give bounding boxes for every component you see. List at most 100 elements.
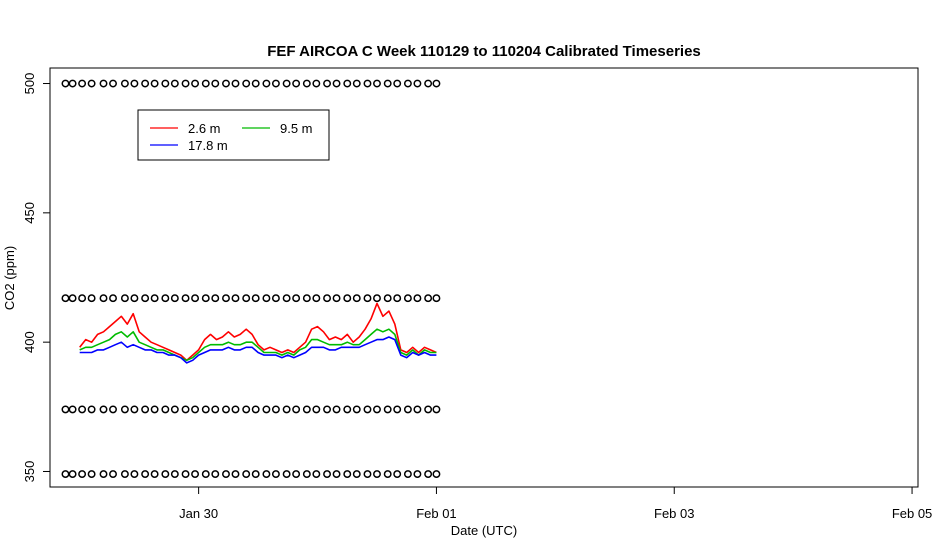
series-line [79, 302, 437, 362]
marker-point [78, 470, 87, 479]
marker-point [251, 79, 260, 88]
marker-point [120, 79, 129, 88]
y-tick-label: 400 [22, 331, 37, 353]
legend: 2.6 m 17.8 m 9.5 m [137, 109, 330, 161]
marker-point [191, 79, 200, 88]
legend-label: 17.8 m [188, 138, 228, 153]
marker-point [373, 470, 381, 479]
marker-point [271, 470, 280, 479]
marker-point [109, 470, 117, 479]
x-tick-label: Jan 30 [179, 506, 218, 521]
marker-point [141, 294, 150, 303]
marker-point [242, 470, 251, 479]
marker-point [424, 79, 433, 88]
marker-point [432, 405, 441, 414]
marker-point [282, 405, 291, 414]
series-line [79, 336, 437, 364]
legend-label: 9.5 m [280, 121, 313, 136]
marker-point [109, 79, 117, 88]
marker-point [312, 405, 321, 414]
y-tick-label: 450 [22, 202, 37, 224]
marker-point [99, 294, 108, 303]
marker-point [61, 294, 70, 303]
marker-point [343, 294, 352, 303]
marker-point [141, 470, 150, 479]
marker-point [312, 470, 321, 479]
marker-point [424, 470, 433, 479]
marker-point [242, 294, 251, 303]
marker-point [61, 470, 70, 479]
marker-point [191, 405, 200, 414]
x-tick-label: Feb 05 [892, 506, 932, 521]
marker-point [262, 79, 271, 88]
marker-point [141, 405, 150, 414]
marker-point [161, 470, 170, 479]
marker-point [61, 79, 70, 88]
marker-point [68, 294, 77, 303]
series-layer [79, 302, 437, 364]
marker-point [302, 79, 311, 88]
marker-point [393, 470, 402, 479]
marker-point [78, 79, 87, 88]
marker-point [413, 470, 422, 479]
marker-point [211, 405, 220, 414]
marker-point [363, 405, 372, 414]
chart-title: FEF AIRCOA C Week 110129 to 110204 Calib… [267, 43, 701, 60]
marker-point [68, 470, 77, 479]
marker-point [383, 470, 392, 479]
marker-point [292, 405, 301, 414]
marker-point [191, 294, 200, 303]
marker-point [292, 294, 301, 303]
marker-point [282, 294, 291, 303]
marker-point [222, 79, 230, 88]
marker-point [68, 405, 77, 414]
marker-point [393, 405, 402, 414]
marker-point [130, 79, 139, 88]
marker-point [170, 79, 179, 88]
marker-point [343, 79, 352, 88]
marker-point [413, 294, 422, 303]
marker-point [87, 294, 96, 303]
marker-point [130, 470, 139, 479]
marker-point [312, 294, 321, 303]
marker-point [68, 79, 77, 88]
x-axis-label: Date (UTC) [451, 523, 517, 538]
legend-box [137, 109, 330, 161]
marker-point [181, 79, 190, 88]
marker-point [352, 470, 361, 479]
marker-point [262, 470, 271, 479]
marker-point [150, 79, 159, 88]
marker-point [109, 405, 117, 414]
marker-point [323, 294, 331, 303]
marker-point [201, 294, 210, 303]
marker-point [130, 294, 139, 303]
marker-point [332, 405, 341, 414]
marker-point [231, 405, 240, 414]
marker-point [211, 79, 220, 88]
marker-point [87, 79, 96, 88]
series-line [79, 328, 437, 362]
marker-point [262, 405, 271, 414]
marker-point [393, 294, 402, 303]
marker-point [120, 470, 129, 479]
marker-point [332, 294, 341, 303]
marker-point [251, 405, 260, 414]
marker-point [170, 470, 179, 479]
marker-point [78, 294, 87, 303]
marker-point [302, 294, 311, 303]
marker-point [292, 470, 301, 479]
marker-point [87, 470, 96, 479]
marker-point [181, 470, 190, 479]
marker-point [292, 79, 301, 88]
marker-point [251, 294, 260, 303]
marker-point [141, 79, 150, 88]
marker-point [161, 79, 170, 88]
marker-point [282, 470, 291, 479]
marker-point [352, 79, 361, 88]
y-tick-label: 500 [22, 73, 37, 95]
marker-point [271, 294, 280, 303]
marker-point [403, 294, 412, 303]
marker-point [222, 294, 230, 303]
marker-point [99, 405, 108, 414]
